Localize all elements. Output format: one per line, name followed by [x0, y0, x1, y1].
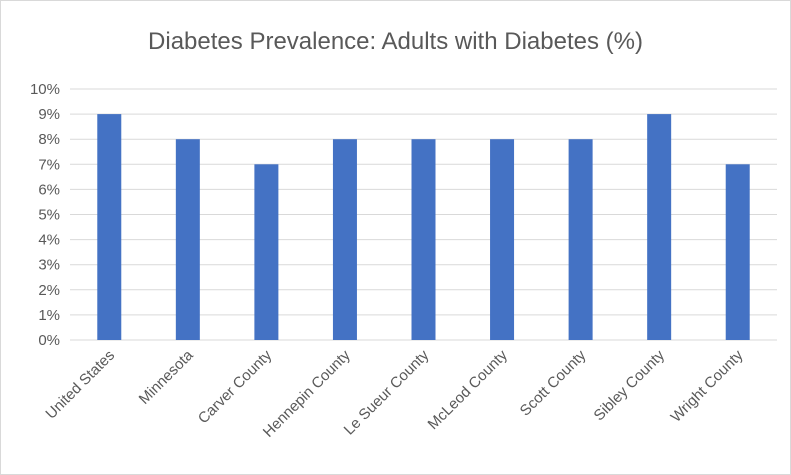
x-category-label: Scott County: [517, 346, 590, 419]
x-category-label: Le Sueur County: [341, 346, 433, 438]
bar: [568, 139, 593, 340]
y-tick-label: 10%: [30, 81, 60, 98]
y-tick-label: 9%: [38, 106, 60, 123]
x-category-label: Minnesota: [136, 346, 197, 407]
bar: [725, 164, 750, 340]
bar: [254, 164, 279, 340]
bar: [97, 114, 122, 340]
bars: [97, 114, 750, 340]
y-tick-label: 7%: [38, 156, 60, 173]
y-tick-label: 4%: [38, 232, 60, 249]
y-tick-label: 5%: [38, 207, 60, 224]
y-tick-label: 6%: [38, 181, 60, 198]
chart-title: Diabetes Prevalence: Adults with Diabete…: [148, 28, 643, 55]
y-tick-label: 2%: [38, 282, 60, 299]
bar: [411, 139, 436, 340]
x-category-label: Wright County: [668, 346, 747, 425]
bar: [647, 114, 672, 340]
x-category-label: McLeod County: [425, 346, 512, 433]
x-category-label: Carver County: [195, 346, 276, 427]
y-tick-label: 1%: [38, 307, 60, 324]
y-tick-label: 8%: [38, 131, 60, 148]
x-category-label: United States: [42, 347, 118, 423]
x-category-label: Sibley County: [591, 346, 669, 424]
bar: [490, 139, 515, 340]
y-tick-label: 0%: [38, 332, 60, 349]
bar: [332, 139, 357, 340]
y-axis-tick-labels: 0% 1% 2% 3% 4% 5% 6% 7% 8% 9% 10%: [30, 81, 60, 349]
bar: [175, 139, 200, 340]
y-tick-label: 3%: [38, 257, 60, 274]
